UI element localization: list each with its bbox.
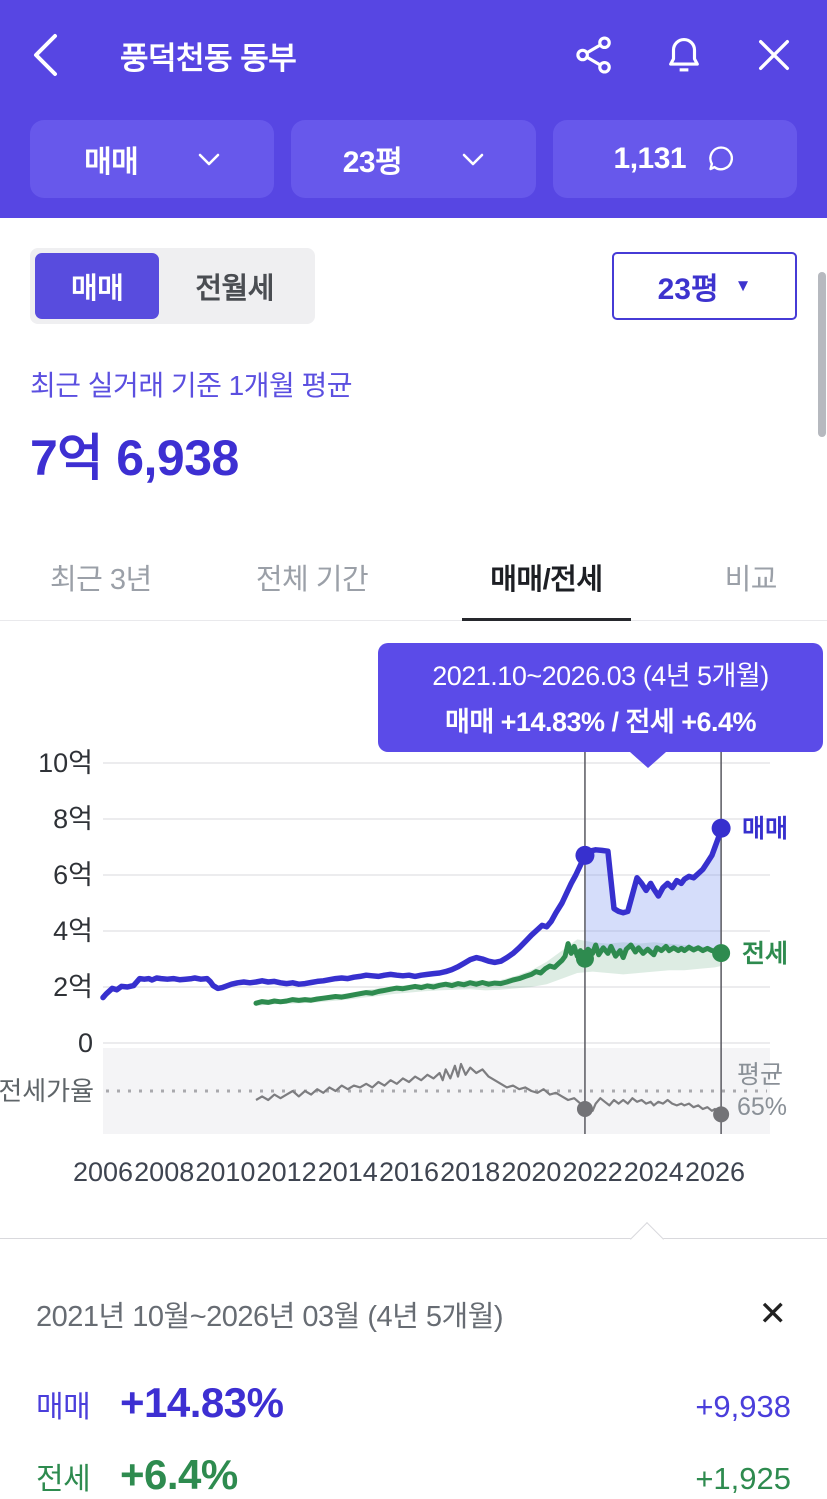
y-axis-tick-label: 2억 bbox=[53, 972, 93, 1002]
x-axis-tick-label: 2006 bbox=[73, 1157, 133, 1187]
jeonse-line bbox=[253, 941, 724, 1006]
ratio-average-value: 65% bbox=[737, 1093, 787, 1121]
sale-series-label: 매매 bbox=[742, 815, 788, 843]
sale-line bbox=[100, 825, 724, 1001]
x-axis-tick-label: 2022 bbox=[563, 1157, 623, 1187]
period-tabs: 최근 3년 전체 기간 매매/전세 비교 bbox=[0, 538, 827, 621]
jeonse-ratio-line bbox=[255, 1062, 722, 1116]
x-axis-tick-label: 2026 bbox=[685, 1157, 745, 1187]
x-axis-tick-label: 2016 bbox=[379, 1157, 439, 1187]
scrollbar-thumb[interactable] bbox=[818, 272, 826, 437]
x-axis-tick-label: 2010 bbox=[195, 1157, 255, 1187]
average-price: 7억 6,938 bbox=[30, 430, 239, 486]
sale-percent: +14.83% bbox=[120, 1379, 284, 1426]
tooltip-pointer bbox=[630, 752, 666, 768]
x-axis-tick-label: 2024 bbox=[624, 1157, 684, 1187]
x-axis-tick-label: 2012 bbox=[257, 1157, 317, 1187]
close-icon bbox=[759, 40, 789, 71]
tab-all-period[interactable]: 전체 기간 bbox=[246, 538, 378, 621]
trade-type-dropdown[interactable]: 매매 bbox=[30, 120, 275, 198]
x-axis-tick-label: 2014 bbox=[318, 1157, 378, 1187]
jeonse-label: 전세 bbox=[36, 1463, 91, 1496]
dropdown-triangle-icon: ▼ bbox=[734, 276, 752, 295]
jeonse-percent: +6.4% bbox=[120, 1451, 238, 1498]
x-axis-tick-label: 2008 bbox=[134, 1157, 194, 1187]
x-axis-tick-label: 2020 bbox=[501, 1157, 561, 1187]
header-filter-row: 매매 23평 1,131 bbox=[30, 110, 797, 198]
bell-icon bbox=[669, 38, 699, 72]
header-actions bbox=[571, 32, 797, 78]
size-dropdown-label: 23평 bbox=[342, 146, 403, 179]
jeonse-range-band bbox=[256, 939, 722, 1006]
trade-controls: 매매 전월세 23평 ▼ bbox=[0, 218, 827, 324]
ratio-average-label: 평균 bbox=[737, 1061, 783, 1089]
size-select-dropdown[interactable]: 23평 ▼ bbox=[612, 252, 797, 320]
price-history-chart-section: 2021.10~2026.03 (4년 5개월) 매매 +14.83% / 전세… bbox=[0, 621, 827, 1256]
header-top-row: 풍덕천동 동부 bbox=[30, 0, 797, 110]
tab-recent-3y[interactable]: 최근 3년 bbox=[40, 538, 162, 621]
segment-rent[interactable]: 전월세 bbox=[159, 253, 310, 319]
selection-area bbox=[585, 828, 722, 959]
section-divider bbox=[0, 1238, 827, 1239]
comment-count: 1,131 bbox=[613, 142, 687, 175]
y-axis-tick-label: 8억 bbox=[53, 804, 93, 834]
price-summary: 최근 실거래 기준 1개월 평균 7억 6,938 bbox=[0, 324, 827, 490]
chevron-left-icon bbox=[34, 34, 57, 76]
jeonse-ratio-label: 전세가율 bbox=[0, 1076, 94, 1106]
back-button[interactable] bbox=[30, 33, 74, 77]
summary-caption: 최근 실거래 기준 1개월 평균 bbox=[30, 370, 353, 401]
sale-marker-dot bbox=[711, 818, 731, 838]
chevron-down-icon bbox=[198, 153, 220, 165]
period-detail-panel: 2021년 10월~2026년 03월 (4년 5개월) ✕ 매매 +14.83… bbox=[0, 1293, 827, 1499]
detail-row-sale: 매매 +14.83% +9,938 bbox=[36, 1379, 791, 1427]
detail-row-jeonse: 전세 +6.4% +1,925 bbox=[36, 1451, 791, 1499]
tab-sale-jeonse[interactable]: 매매/전세 bbox=[462, 538, 631, 621]
detail-period: 2021년 10월~2026년 03월 (4년 5개월) bbox=[36, 1301, 504, 1333]
close-icon: ✕ bbox=[758, 1295, 788, 1333]
size-select-label: 23평 bbox=[657, 273, 719, 306]
jeonse-marker-dot bbox=[712, 944, 731, 963]
chat-bubble-icon bbox=[709, 146, 734, 171]
y-axis-tick-label: 4억 bbox=[53, 916, 93, 946]
ratio-marker-dot bbox=[576, 1101, 593, 1117]
tooltip-change: 매매 +14.83% / 전세 +6.4% bbox=[444, 707, 757, 737]
app-header: 풍덕천동 동부 bbox=[0, 0, 827, 218]
sale-amount: +9,938 bbox=[695, 1389, 791, 1424]
jeonse-amount: +1,925 bbox=[695, 1461, 791, 1496]
sale-label: 매매 bbox=[36, 1391, 91, 1424]
page-title: 풍덕천동 동부 bbox=[120, 40, 297, 76]
share-button[interactable] bbox=[571, 32, 617, 78]
sale-marker-dot bbox=[575, 845, 595, 865]
x-axis-tick-label: 2018 bbox=[440, 1157, 500, 1187]
chevron-down-icon bbox=[462, 153, 484, 165]
trade-segmented-control: 매매 전월세 bbox=[30, 248, 315, 324]
segment-sale[interactable]: 매매 bbox=[35, 253, 160, 319]
ratio-marker-dot bbox=[713, 1106, 730, 1123]
chart-tooltip: 2021.10~2026.03 (4년 5개월) 매매 +14.83% / 전세… bbox=[378, 643, 823, 768]
comments-button[interactable]: 1,131 bbox=[552, 120, 797, 198]
jeonse-marker-dot bbox=[575, 949, 594, 968]
detail-close-button[interactable]: ✕ bbox=[755, 1293, 792, 1335]
y-axis-tick-label: 10억 bbox=[38, 748, 93, 778]
y-axis-tick-label: 0 bbox=[78, 1028, 93, 1058]
notification-button[interactable] bbox=[661, 32, 707, 78]
close-button[interactable] bbox=[751, 32, 797, 78]
jeonse-series-label: 전세 bbox=[742, 940, 788, 968]
trade-type-dropdown-label: 매매 bbox=[84, 146, 139, 179]
share-icon bbox=[576, 36, 611, 74]
size-dropdown[interactable]: 23평 bbox=[291, 120, 536, 198]
tab-compare[interactable]: 비교 bbox=[715, 538, 787, 621]
y-axis-tick-label: 6억 bbox=[53, 860, 93, 890]
tooltip-period: 2021.10~2026.03 (4년 5개월) bbox=[432, 661, 769, 691]
